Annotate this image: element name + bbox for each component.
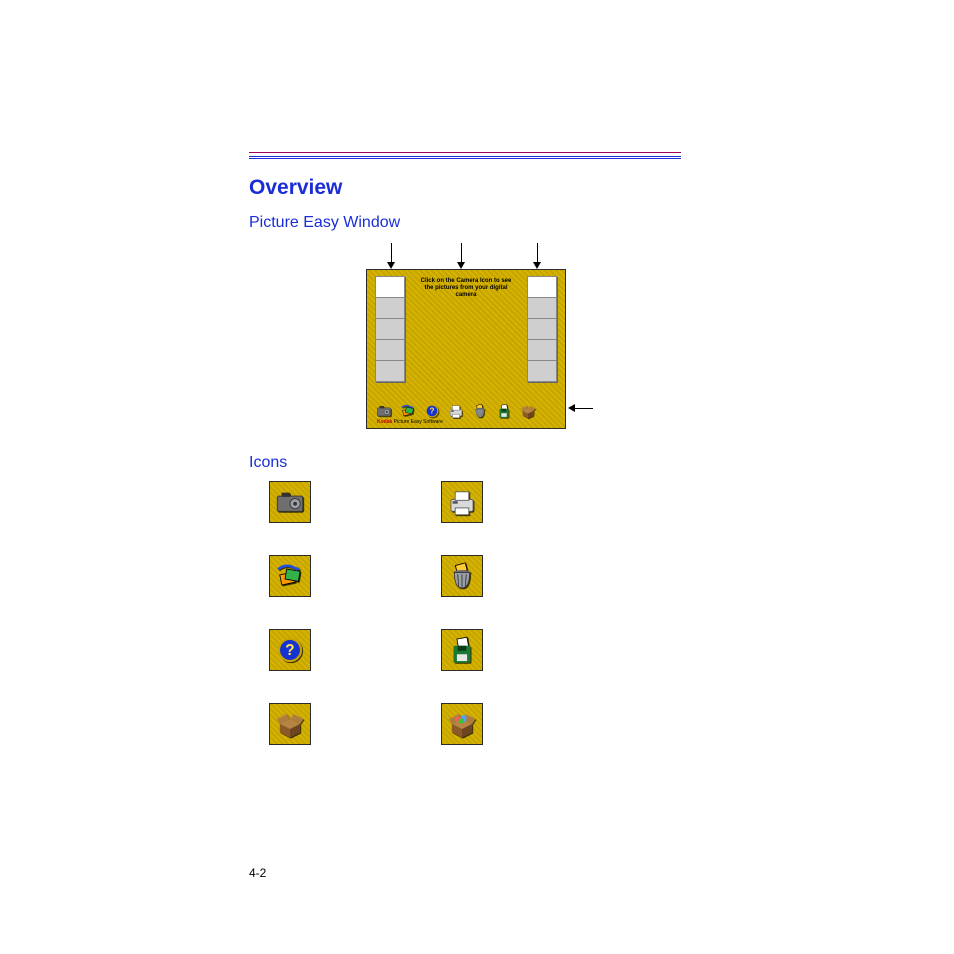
thumbnail-slot — [527, 276, 557, 298]
icon-tile-trash — [441, 555, 483, 597]
callout-arrow-down — [533, 262, 541, 269]
icon-tile-help: ? — [269, 629, 311, 671]
icon-tile-camera — [269, 481, 311, 523]
export-icon — [495, 402, 515, 422]
subheading-icons: Icons — [249, 454, 287, 472]
thumbnail-slot — [527, 360, 557, 382]
thumbnail-slot — [527, 297, 557, 319]
callout-arrow-down — [387, 262, 395, 269]
thumbnail-slot — [375, 318, 405, 340]
film-strip-right — [527, 276, 557, 382]
trash-icon — [471, 402, 491, 422]
callout-arrow-left — [568, 404, 575, 412]
picture-easy-brand: Kodak Picture Easy Software — [377, 419, 443, 425]
icon-tile-box-full — [441, 703, 483, 745]
thumbnail-slot — [375, 339, 405, 361]
film-strip-left — [375, 276, 405, 382]
box-icon — [519, 402, 539, 422]
svg-text:?: ? — [285, 642, 294, 659]
svg-text:?: ? — [430, 407, 435, 416]
section-heading: Overview — [249, 176, 342, 200]
header-rule-thin — [249, 152, 681, 153]
icon-tile-export — [441, 629, 483, 671]
thumbnail-slot — [375, 276, 405, 298]
picture-easy-window: Click on the Camera Icon to see the pict… — [366, 269, 566, 429]
thumbnail-slot — [375, 360, 405, 382]
icon-tile-rotate — [269, 555, 311, 597]
print-icon — [447, 402, 467, 422]
icon-tile-print — [441, 481, 483, 523]
thumbnail-slot — [527, 339, 557, 361]
picture-easy-hint: Click on the Camera Icon to see the pict… — [417, 278, 515, 299]
page-number: 4-2 — [249, 866, 266, 880]
header-rule-double — [249, 156, 681, 159]
thumbnail-slot — [375, 297, 405, 319]
subheading-window: Picture Easy Window — [249, 214, 400, 232]
thumbnail-slot — [527, 318, 557, 340]
callout-arrow-down — [457, 262, 465, 269]
icon-tile-box — [269, 703, 311, 745]
